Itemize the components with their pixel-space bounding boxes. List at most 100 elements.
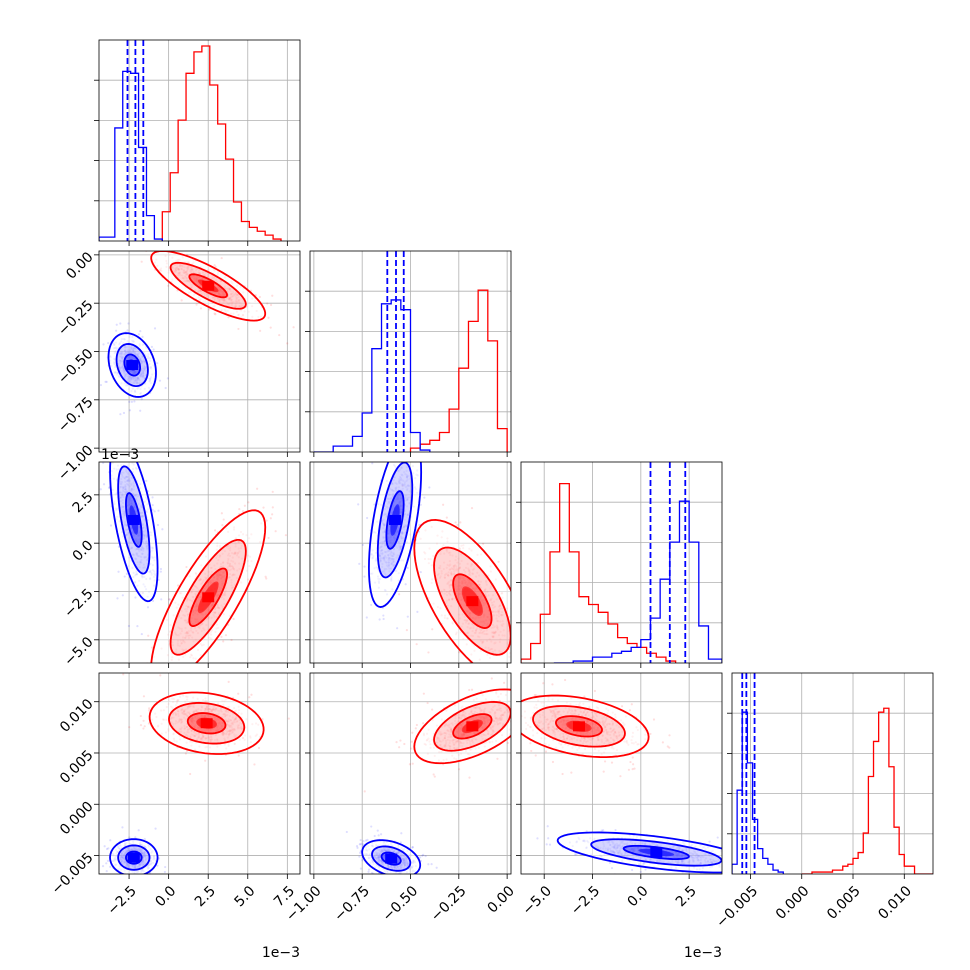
- sample-point: [513, 616, 515, 618]
- sample-point: [117, 545, 121, 548]
- sample-point: [102, 483, 106, 486]
- sample-point: [509, 670, 511, 672]
- sample-point: [526, 649, 528, 651]
- sample-point: [145, 479, 148, 482]
- sample-point: [108, 441, 110, 443]
- sample-point: [128, 400, 131, 403]
- sample-point: [531, 615, 533, 617]
- sample-point: [227, 316, 230, 319]
- sample-point: [456, 523, 459, 527]
- sample-point: [508, 665, 510, 667]
- sample-point: [159, 570, 162, 573]
- sample-point: [259, 329, 262, 332]
- sample-point: [186, 666, 188, 668]
- contour-clear: [150, 508, 267, 663]
- sample-point: [213, 312, 216, 315]
- sample-point: [256, 487, 259, 490]
- blue-density-contours: [109, 462, 159, 603]
- sample-point: [423, 496, 426, 499]
- sample-point: [142, 695, 146, 698]
- sample-point: [119, 413, 122, 416]
- blue-density-contours: [368, 462, 423, 609]
- sample-point: [180, 299, 183, 302]
- sample-point: [184, 752, 188, 755]
- contour-line: [117, 465, 151, 575]
- sample-point: [418, 412, 420, 414]
- sample-point: [417, 530, 420, 533]
- sample-point: [521, 676, 523, 678]
- sample-point: [116, 597, 119, 600]
- histogram-panel-3: [727, 672, 934, 879]
- sample-point: [117, 570, 120, 573]
- sample-point: [548, 757, 550, 759]
- sample-point: [366, 516, 369, 520]
- sample-point: [284, 534, 288, 537]
- sample-point: [104, 380, 107, 383]
- sample-point: [382, 614, 385, 617]
- sample-point: [361, 543, 365, 546]
- sample-point: [143, 725, 146, 728]
- sample-point: [126, 329, 129, 332]
- sample-point: [121, 594, 124, 597]
- sample-point: [358, 562, 361, 565]
- sample-point: [222, 518, 225, 521]
- scatter-panel-0-1: [94, 228, 301, 457]
- sample-point: [540, 681, 542, 683]
- sample-point: [161, 528, 164, 531]
- sample-point: [160, 598, 163, 601]
- sample-point: [389, 443, 391, 445]
- sample-point: [278, 333, 281, 337]
- sample-point: [494, 665, 496, 667]
- sample-point: [516, 653, 518, 655]
- sample-point: [102, 343, 105, 346]
- sample-point: [522, 677, 524, 679]
- sample-point: [167, 284, 170, 287]
- sample-point: [156, 362, 159, 365]
- panel-frame: [520, 461, 723, 664]
- sample-point: [365, 616, 368, 619]
- sample-point: [275, 458, 277, 460]
- sample-point: [119, 322, 122, 325]
- sample-point: [269, 303, 273, 307]
- sample-point: [106, 425, 108, 427]
- red-density-contours: [150, 251, 267, 322]
- sample-point: [431, 628, 434, 631]
- histogram-panel-2: [516, 461, 723, 668]
- sample-point: [504, 668, 506, 670]
- sample-point: [411, 458, 413, 460]
- sample-point: [148, 707, 151, 710]
- sample-point: [266, 302, 269, 305]
- sample-point: [292, 326, 295, 329]
- sample-point: [142, 727, 145, 730]
- histogram-panel-1: [305, 250, 512, 457]
- sample-point: [213, 529, 217, 532]
- sample-point: [130, 441, 132, 443]
- sample-point: [454, 521, 457, 524]
- sample-point: [176, 228, 178, 230]
- contour-line: [115, 343, 149, 388]
- sample-point: [401, 452, 403, 454]
- red-histogram: [521, 482, 677, 663]
- sample-point: [162, 247, 164, 249]
- sample-point: [442, 503, 445, 506]
- sample-point: [522, 666, 524, 668]
- contour-line: [123, 353, 142, 377]
- sample-point: [121, 436, 123, 438]
- sample-point: [512, 672, 514, 674]
- sample-point: [136, 625, 139, 628]
- sample-point: [396, 458, 398, 460]
- sample-point: [115, 323, 118, 326]
- sample-point: [156, 243, 158, 245]
- sample-point: [363, 565, 366, 568]
- sample-point: [99, 488, 102, 491]
- red-histogram: [409, 289, 508, 452]
- red-histogram: [161, 45, 282, 241]
- sample-point: [511, 651, 513, 653]
- sample-point: [265, 443, 267, 445]
- sample-point: [220, 635, 223, 638]
- red-density-contours: [413, 518, 511, 663]
- peak-marker: [466, 596, 479, 607]
- sample-point: [262, 506, 265, 509]
- red-density-contours: [150, 508, 267, 663]
